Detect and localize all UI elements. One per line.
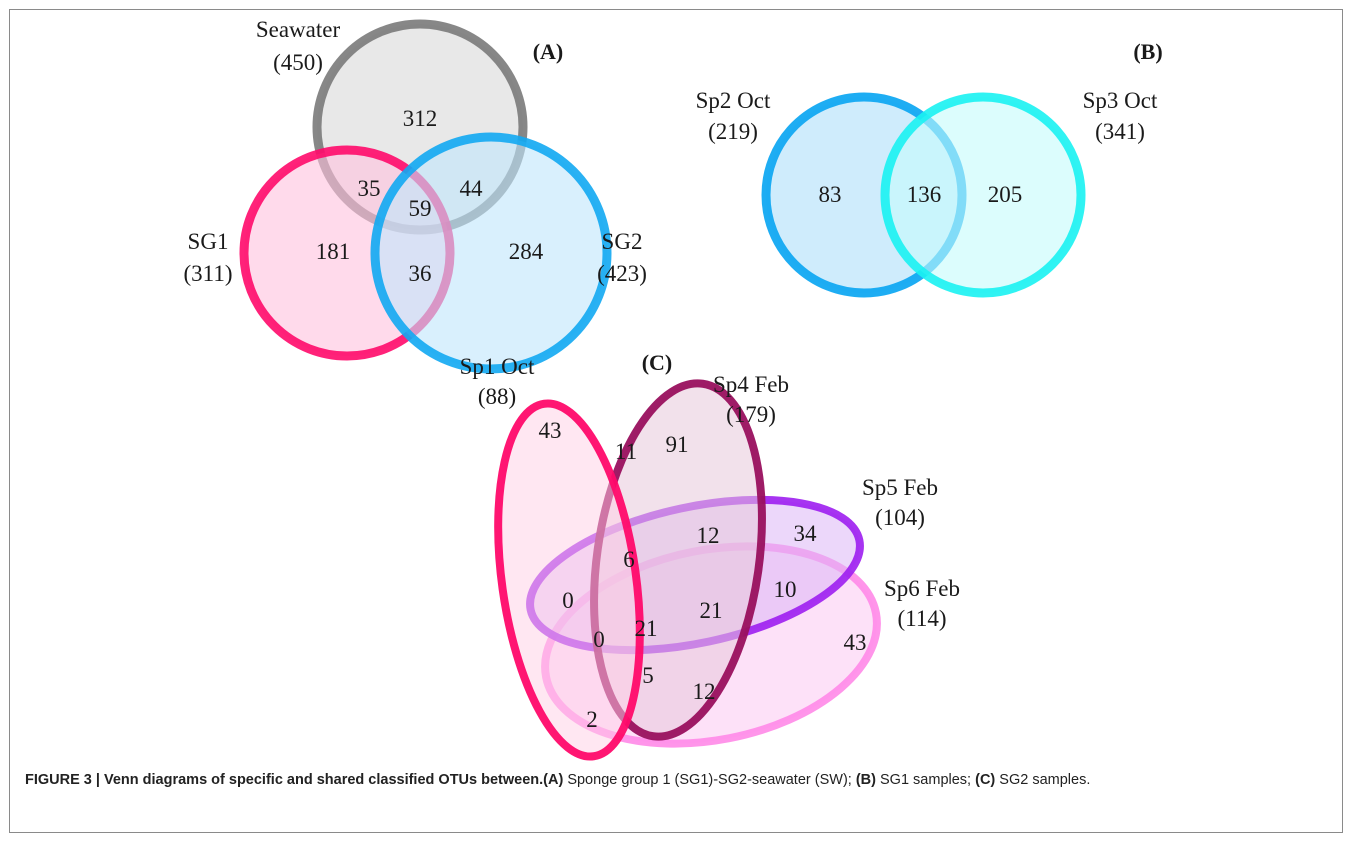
region-sp5-sp6: 10 [774, 577, 797, 602]
sp6-name: Sp6 Feb [884, 576, 960, 601]
region-sg1-only: 181 [316, 239, 351, 264]
sg1-total: (311) [184, 261, 233, 286]
sp1-total: (88) [478, 384, 516, 409]
sp3-name: Sp3 Oct [1083, 88, 1158, 113]
region-sw-sg1: 35 [358, 176, 381, 201]
region-sp4-only: 91 [666, 432, 689, 457]
region-sp6-only: 43 [844, 630, 867, 655]
sp2-name: Sp2 Oct [696, 88, 771, 113]
caption-a-tag: (A) [543, 772, 564, 788]
venn-set-sg2 [370, 132, 612, 374]
region-sp2-sp3: 136 [907, 182, 942, 207]
panel-a: (A) Seawater (450) SG1 (311) SG2 (423) 3… [184, 17, 647, 374]
region-all-four: 21 [635, 616, 658, 641]
region-sp2-only: 83 [819, 182, 842, 207]
region-sp1-sp4: 11 [615, 439, 637, 464]
caption-c-tag: (C) [975, 772, 996, 788]
figure-caption: FIGURE 3 | Venn diagrams of specific and… [25, 769, 1325, 791]
sp5-total: (104) [875, 505, 925, 530]
venn-set-sp1-oct [494, 399, 644, 761]
sp1-name: Sp1 Oct [460, 354, 535, 379]
region-sw-sg2: 44 [460, 176, 484, 201]
region-sp1-sp4-sp5: 6 [623, 547, 635, 572]
region-sp4-sp5: 12 [697, 523, 720, 548]
region-seawater-only: 312 [403, 106, 438, 131]
sp2-total: (219) [708, 119, 758, 144]
figure-frame [9, 9, 1343, 833]
region-sp5-only: 34 [794, 521, 818, 546]
panel-a-label: (A) [533, 39, 564, 64]
panel-b-label: (B) [1133, 39, 1162, 64]
sg2-name: SG2 [602, 229, 643, 254]
caption-b-tag: (B) [855, 772, 876, 788]
seawater-name: Seawater [256, 17, 341, 42]
sp5-name: Sp5 Feb [862, 475, 938, 500]
panel-c: (C) Sp1 Oct (88) Sp4 Feb (179) Sp5 Feb (… [460, 350, 960, 761]
region-sp1-sp6: 2 [586, 707, 598, 732]
region-sp1-only: 43 [539, 418, 562, 443]
caption-c-text: SG2 samples. [995, 772, 1091, 788]
region-sg2-only: 284 [509, 239, 544, 264]
region-sp1-sp5: 0 [562, 588, 574, 613]
sp4-total: (179) [726, 402, 776, 427]
seawater-total: (450) [273, 50, 323, 75]
sp4-name: Sp4 Feb [713, 372, 789, 397]
region-sg1-sg2: 36 [409, 261, 432, 286]
caption-figure-label: FIGURE 3 | Venn diagrams of specific and… [25, 772, 544, 788]
venn-set-sp3-oct [880, 92, 1086, 298]
region-sp1-sp4-sp6: 5 [642, 663, 654, 688]
region-sp4-sp6: 12 [693, 679, 716, 704]
sp6-total: (114) [898, 606, 947, 631]
sp3-total: (341) [1095, 119, 1145, 144]
region-sp3-only: 205 [988, 182, 1023, 207]
region-sp1-sp5-sp6: 0 [593, 627, 605, 652]
caption-a-text: Sponge group 1 (SG1)-SG2-seawater (SW); [563, 772, 856, 788]
sg1-name: SG1 [188, 229, 229, 254]
sg2-total: (423) [597, 261, 647, 286]
region-sp4-sp5-sp6: 21 [700, 598, 723, 623]
region-all-three: 59 [409, 196, 432, 221]
panel-c-label: (C) [642, 350, 673, 375]
caption-b-text: SG1 samples; [875, 772, 976, 788]
panel-b: (B) Sp2 Oct (219) Sp3 Oct (341) 83 136 2… [696, 39, 1163, 298]
